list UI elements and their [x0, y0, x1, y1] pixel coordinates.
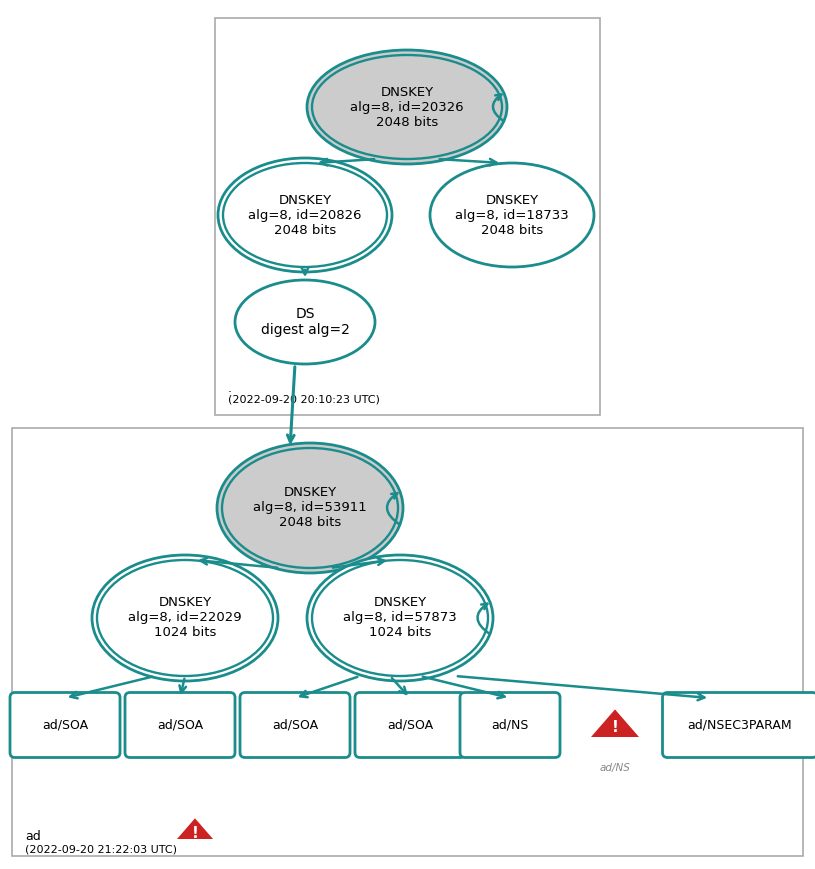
Text: DNSKEY
alg=8, id=20326
2048 bits: DNSKEY alg=8, id=20326 2048 bits — [350, 85, 464, 129]
Text: !: ! — [611, 720, 619, 735]
Text: DNSKEY
alg=8, id=57873
1024 bits: DNSKEY alg=8, id=57873 1024 bits — [343, 596, 457, 640]
Text: DS
digest alg=2: DS digest alg=2 — [261, 307, 350, 337]
FancyBboxPatch shape — [663, 693, 815, 758]
Text: DNSKEY
alg=8, id=22029
1024 bits: DNSKEY alg=8, id=22029 1024 bits — [128, 596, 242, 640]
Ellipse shape — [217, 443, 403, 573]
FancyBboxPatch shape — [460, 693, 560, 758]
Text: DNSKEY
alg=8, id=20826
2048 bits: DNSKEY alg=8, id=20826 2048 bits — [249, 194, 362, 236]
Ellipse shape — [312, 55, 502, 159]
Text: !: ! — [192, 826, 198, 840]
FancyBboxPatch shape — [240, 693, 350, 758]
Polygon shape — [177, 819, 213, 839]
Ellipse shape — [223, 163, 387, 267]
Text: ad/SOA: ad/SOA — [272, 719, 318, 732]
Text: .: . — [228, 382, 232, 395]
Text: ad/SOA: ad/SOA — [157, 719, 203, 732]
Ellipse shape — [307, 555, 493, 681]
Ellipse shape — [312, 560, 488, 676]
Text: ad/SOA: ad/SOA — [42, 719, 88, 732]
FancyBboxPatch shape — [125, 693, 235, 758]
Ellipse shape — [92, 555, 278, 681]
FancyBboxPatch shape — [10, 693, 120, 758]
Text: ad/NS: ad/NS — [491, 719, 529, 732]
Text: ad: ad — [25, 830, 41, 843]
Text: DNSKEY
alg=8, id=18733
2048 bits: DNSKEY alg=8, id=18733 2048 bits — [455, 194, 569, 236]
Text: ad/NS: ad/NS — [600, 763, 631, 773]
Ellipse shape — [235, 280, 375, 364]
Text: (2022-09-20 20:10:23 UTC): (2022-09-20 20:10:23 UTC) — [228, 395, 380, 405]
Text: (2022-09-20 21:22:03 UTC): (2022-09-20 21:22:03 UTC) — [25, 845, 177, 855]
Ellipse shape — [430, 163, 594, 267]
Ellipse shape — [222, 448, 398, 568]
Text: DNSKEY
alg=8, id=53911
2048 bits: DNSKEY alg=8, id=53911 2048 bits — [253, 487, 367, 529]
Ellipse shape — [97, 560, 273, 676]
Ellipse shape — [307, 50, 507, 164]
Text: ad/SOA: ad/SOA — [387, 719, 433, 732]
Text: ad/NSEC3PARAM: ad/NSEC3PARAM — [688, 719, 792, 732]
Ellipse shape — [218, 158, 392, 272]
FancyBboxPatch shape — [355, 693, 465, 758]
Bar — [12, 428, 803, 856]
Bar — [215, 18, 600, 415]
Polygon shape — [591, 709, 639, 737]
